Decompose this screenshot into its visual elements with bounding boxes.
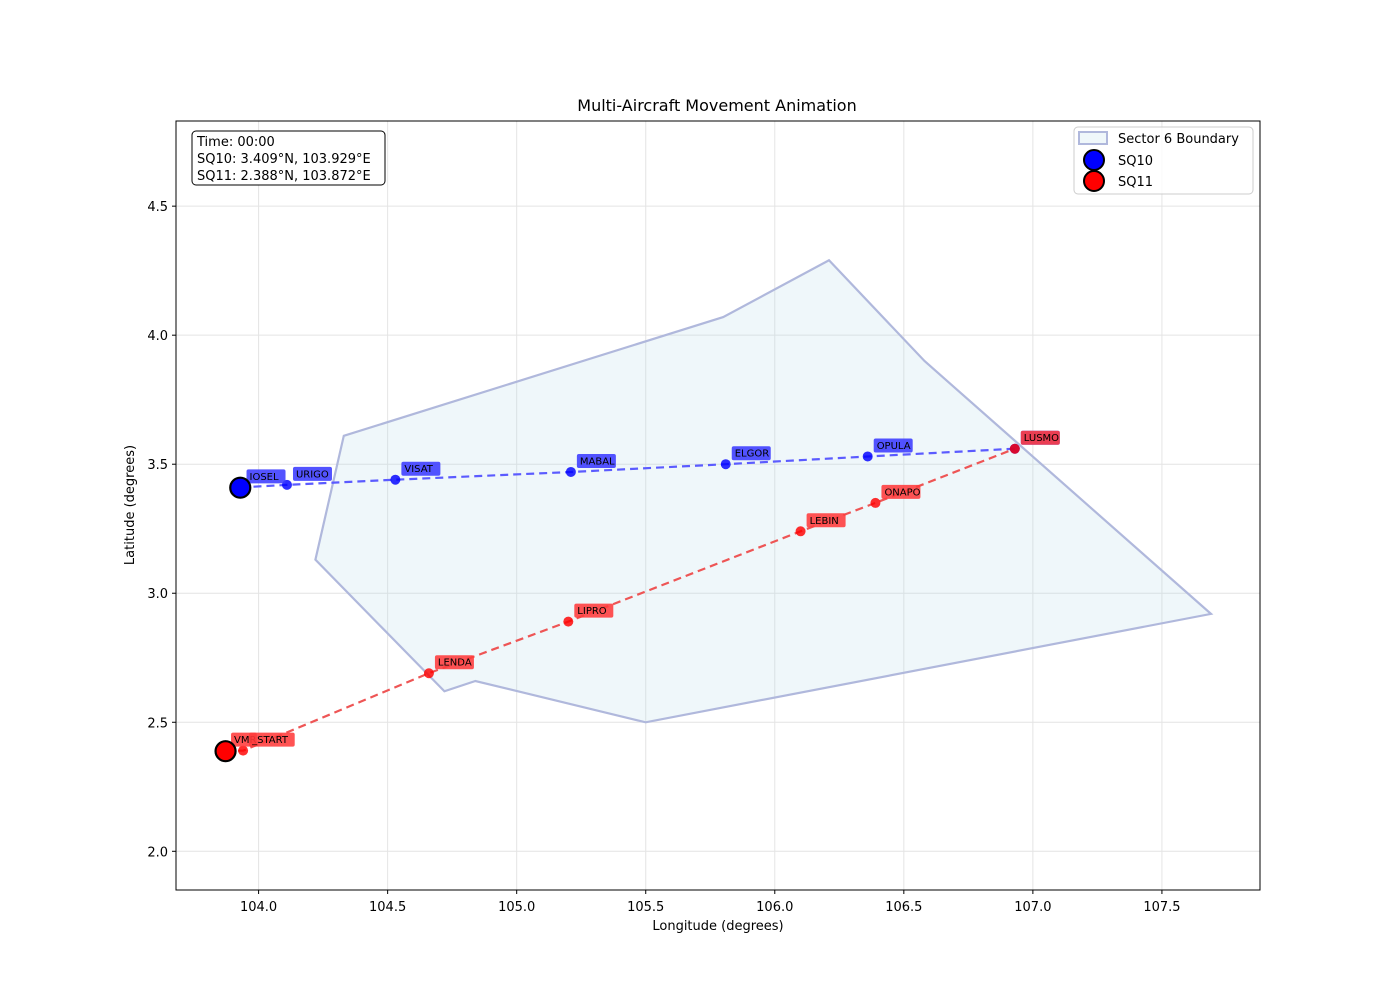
sq11-waypoint-marker xyxy=(423,668,434,679)
sq10-waypoint-marker xyxy=(720,459,731,470)
info-box-frame xyxy=(191,130,386,186)
sq10-waypoint-marker xyxy=(390,474,401,485)
sq11-waypoint-label: LUSMO xyxy=(1024,433,1059,444)
sq11-waypoint-label: _START xyxy=(251,735,289,746)
x-tick-label: 107.0 xyxy=(1014,900,1051,915)
legend-sector-swatch xyxy=(1078,131,1108,145)
sq10-waypoint-label: ELGOR xyxy=(735,449,770,460)
sq11-waypoint-marker xyxy=(563,616,574,627)
sq11-aircraft-marker xyxy=(214,740,237,763)
sq11-waypoint-label-bg xyxy=(806,513,846,528)
sq10-waypoint-label-bg xyxy=(873,438,913,453)
chart-title: Multi-Aircraft Movement Animation xyxy=(577,96,856,115)
x-tick-label: 105.0 xyxy=(498,900,535,915)
sq11-waypoint-label-bg xyxy=(249,732,295,747)
sq10-waypoint-label-bg xyxy=(292,466,332,481)
legend-sq11-marker xyxy=(1083,170,1105,192)
sq10-waypoint-label: OPULA xyxy=(877,441,911,452)
sq10-waypoint-label-bg xyxy=(246,469,286,484)
info-sq10-position: SQ10: 3.409°N, 103.929°E xyxy=(197,152,371,167)
waypoint-labels: IOSEL URIGO VISAT MABAL ELGOR OPULA LUSMO VMR_S… xyxy=(231,430,1060,747)
y-tick-label: 3.0 xyxy=(147,587,168,602)
sq10-waypoint-label-bg xyxy=(731,446,771,461)
y-tick-label: 3.5 xyxy=(147,458,168,473)
sector-boundary xyxy=(314,258,1214,724)
y-tick-label: 2.5 xyxy=(147,716,168,731)
axis-ticks: 104.0 104.5 105.0 105.5 106.0 106.5 107.0 107.5… xyxy=(147,200,1180,915)
sq11-waypoint-label: ONAPO xyxy=(884,487,920,498)
y-tick-label: 4.5 xyxy=(147,200,168,215)
x-tick-label: 107.5 xyxy=(1143,900,1180,915)
info-time: Time: 00:00 xyxy=(196,135,275,150)
plot-frame xyxy=(175,120,1261,891)
sq10-waypoint-label: VISAT xyxy=(404,464,433,475)
legend-sq11-label: SQ11 xyxy=(1118,175,1153,190)
sq11-waypoint-marker xyxy=(795,526,806,537)
sq11-waypoint-label: LEBIN xyxy=(810,516,839,527)
sq10-aircraft-marker xyxy=(229,476,252,499)
x-tick-label: 104.0 xyxy=(240,900,277,915)
info-box: Time: 00:00 SQ10: 3.409°N, 103.929°E SQ1… xyxy=(191,130,386,186)
sector-polygon xyxy=(314,258,1214,724)
grid xyxy=(176,121,1260,890)
y-tick-label: 2.0 xyxy=(147,845,168,860)
legend-sq10-marker xyxy=(1083,149,1105,171)
info-sq11-position: SQ11: 2.388°N, 103.872°E xyxy=(197,169,371,184)
sq11-waypoint-marker xyxy=(1009,443,1020,454)
legend: Sector 6 Boundary SQ10 SQ11 xyxy=(1073,126,1254,195)
sq10-waypoint-label: MABAL xyxy=(580,456,615,467)
sq11-waypoint-label: LIPRO xyxy=(577,606,606,617)
sq10-waypoint-label-bg xyxy=(576,453,616,468)
aircraft-markers xyxy=(214,476,252,763)
waypoint-markers xyxy=(238,443,1020,756)
sq11-waypoint-label-bg xyxy=(881,484,921,499)
legend-sq10-label: SQ10 xyxy=(1118,154,1153,169)
sq11-waypoint-label-bg xyxy=(574,603,614,618)
sq11-waypoint-label-bg xyxy=(1020,430,1060,445)
sq10-waypoint-label-bg xyxy=(401,461,441,476)
x-axis-label: Longitude (degrees) xyxy=(652,919,783,934)
x-tick-label: 105.5 xyxy=(627,900,664,915)
legend-sector-label: Sector 6 Boundary xyxy=(1118,132,1239,147)
sq10-waypoint-marker xyxy=(862,451,873,462)
sq11-waypoint-label: LENDA xyxy=(438,658,472,669)
x-tick-label: 104.5 xyxy=(369,900,406,915)
sq11-waypoint-label: VMR xyxy=(234,735,256,746)
sq10-waypoint-label: URIGO xyxy=(296,469,329,480)
sq11-waypoint-marker xyxy=(870,497,881,508)
sq10-waypoint-label: IOSEL xyxy=(250,472,279,483)
sq11-waypoint-label-bg xyxy=(434,655,474,670)
x-tick-label: 106.5 xyxy=(885,900,922,915)
sq10-waypoint-marker xyxy=(565,466,576,477)
legend-frame xyxy=(1073,126,1254,195)
x-tick-label: 106.0 xyxy=(756,900,793,915)
y-axis-label: Latitude (degrees) xyxy=(123,445,138,565)
sq11-waypoint-marker xyxy=(238,745,249,756)
y-tick-label: 4.0 xyxy=(147,329,168,344)
